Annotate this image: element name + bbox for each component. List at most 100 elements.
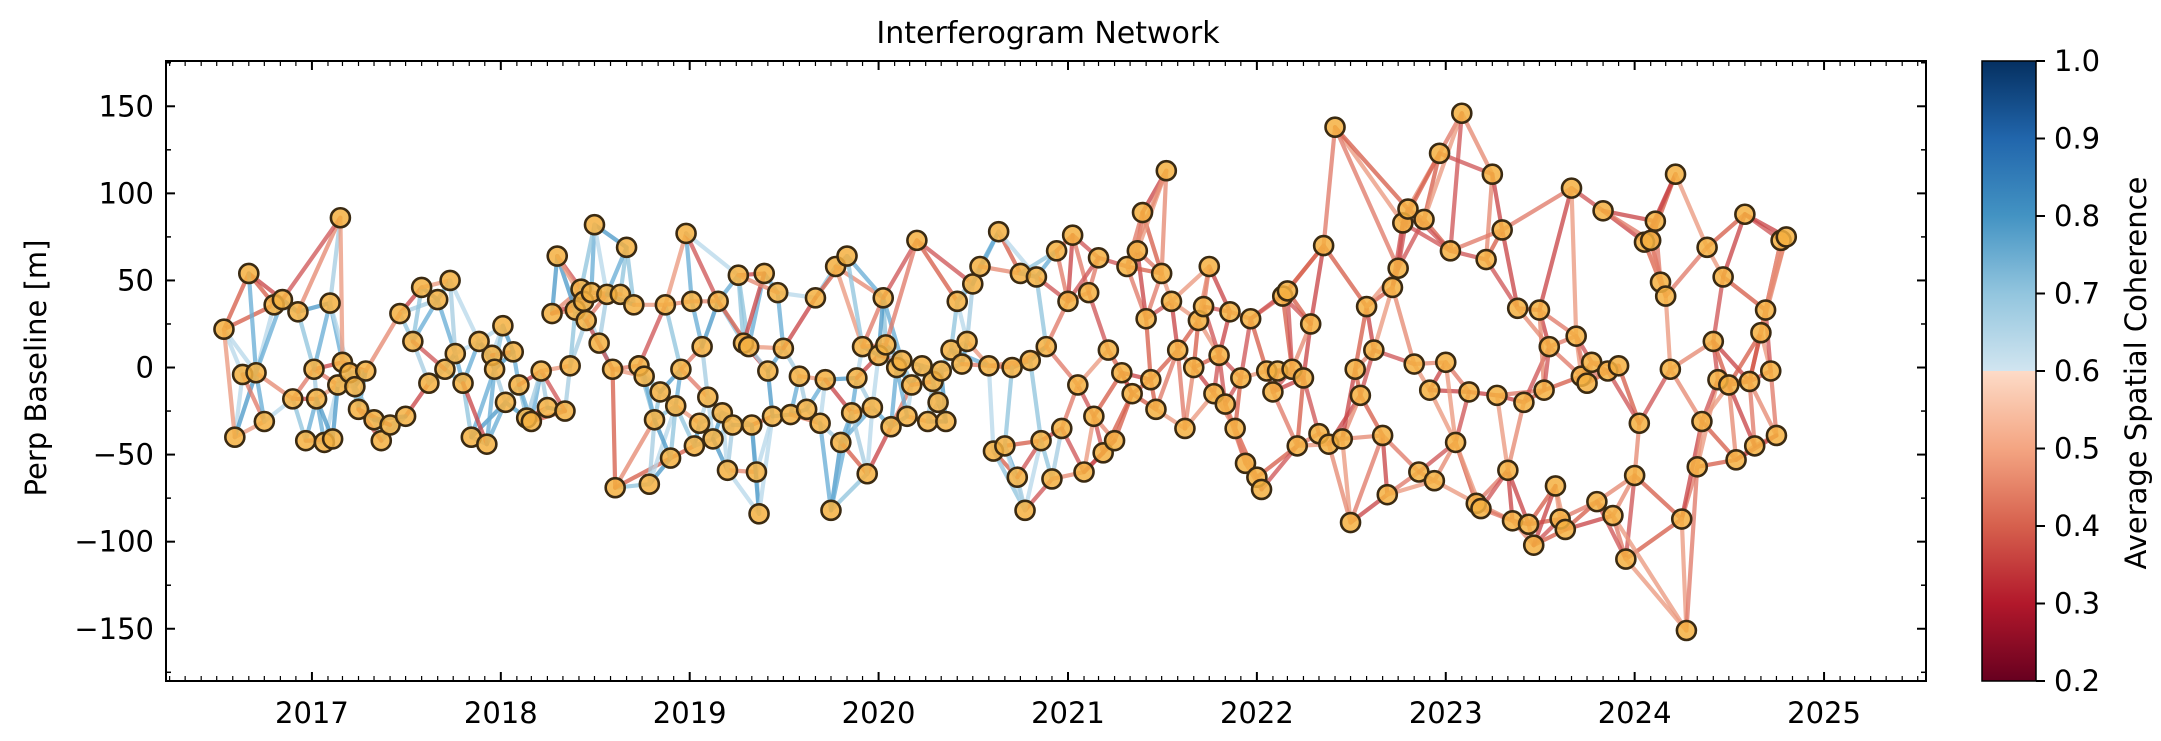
acquisition-node (1286, 435, 1309, 457)
acquisition-node (1160, 290, 1183, 313)
acquisition-node (1045, 240, 1068, 262)
acquisition-node (1513, 391, 1535, 414)
acquisition-node (741, 414, 763, 436)
acquisition-node (1675, 619, 1698, 642)
network-edge (833, 264, 865, 349)
network-edge (1321, 243, 1369, 309)
x-tick-label: 2022 (1220, 696, 1294, 730)
acquisition-node (753, 262, 776, 285)
acquisition-node (951, 353, 973, 375)
acquisition-node (1344, 358, 1367, 381)
acquisition-node (916, 410, 939, 433)
acquisition-node (1077, 281, 1100, 304)
acquisition-node (697, 386, 719, 408)
acquisition-node (814, 368, 837, 391)
colorbar-tick-label: 1.0 (2054, 44, 2100, 78)
acquisition-node (761, 405, 784, 428)
acquisition-node (935, 410, 957, 433)
acquisition-node (402, 330, 424, 353)
acquisition-node (875, 334, 897, 356)
acquisition-node (271, 288, 294, 311)
acquisition-node (638, 473, 661, 496)
acquisition-node (1654, 285, 1677, 307)
network-edge (1726, 382, 1757, 448)
acquisition-node (1262, 381, 1284, 403)
x-tick-label: 2020 (842, 696, 916, 730)
acquisition-node (1041, 468, 1063, 490)
acquisition-node (1491, 219, 1513, 241)
acquisition-node (670, 358, 692, 381)
network-edge (914, 238, 960, 304)
acquisition-node (891, 349, 913, 372)
acquisition-node (969, 255, 991, 278)
acquisition-node (721, 414, 744, 436)
acquisition-node (253, 410, 276, 433)
acquisition-node (846, 367, 868, 389)
acquisition-node (1418, 379, 1441, 401)
acquisition-node (1702, 330, 1725, 353)
acquisition-node (1623, 464, 1646, 487)
network-edge (610, 367, 618, 490)
network-edge (295, 215, 343, 314)
acquisition-node (911, 354, 933, 377)
network-edge (1443, 360, 1458, 445)
colorbar-tick-label: 0.6 (2054, 354, 2100, 388)
acquisition-node (788, 365, 811, 388)
acquisition-node (1533, 379, 1555, 401)
network-edge (1721, 212, 1747, 280)
acquisition-node (1718, 374, 1740, 396)
acquisition-node (1371, 424, 1394, 447)
acquisition-node (1292, 367, 1315, 389)
network-edge (1332, 125, 1405, 226)
acquisition-node (224, 426, 246, 448)
acquisition-node (623, 294, 645, 316)
acquisition-node (1166, 339, 1189, 361)
acquisition-node (1126, 240, 1149, 262)
acquisition-node (856, 462, 879, 485)
acquisition-node (1576, 372, 1598, 394)
network-edge (338, 215, 345, 365)
acquisition-node (1182, 356, 1205, 379)
network-edge (844, 253, 865, 349)
acquisition-node (1363, 339, 1385, 361)
acquisition-node (1116, 255, 1138, 278)
acquisition-node (502, 341, 525, 363)
acquisition-node (559, 354, 581, 377)
acquisition-node (1381, 276, 1404, 299)
acquisition-node (1234, 452, 1257, 475)
x-tick-label: 2025 (1787, 696, 1861, 730)
acquisition-node (1528, 299, 1551, 321)
network-edge (1002, 365, 1015, 448)
acquisition-node (851, 335, 874, 358)
acquisition-node (1103, 429, 1126, 452)
acquisition-node (541, 302, 563, 325)
network-edge (1175, 348, 1188, 431)
x-tick-label: 2024 (1598, 696, 1672, 730)
acquisition-node (1691, 410, 1713, 433)
y-tick-label: −100 (74, 525, 154, 559)
acquisition-node (900, 374, 923, 396)
acquisition-node (1644, 210, 1667, 233)
acquisition-node (1061, 224, 1084, 246)
acquisition-node (880, 415, 902, 438)
colorbar-tick-label: 0.7 (2054, 277, 2100, 311)
acquisition-node (546, 245, 569, 267)
acquisition-node (1057, 290, 1079, 313)
network-edge (280, 215, 343, 302)
network-edge (246, 271, 259, 375)
acquisition-node (1403, 353, 1425, 375)
network-edge (1295, 375, 1306, 448)
acquisition-node (1025, 266, 1048, 288)
acquisition-node (329, 206, 352, 229)
acquisition-node (654, 294, 677, 316)
acquisition-node (394, 405, 417, 428)
acquisition-node (1087, 246, 1110, 269)
acquisition-node (757, 360, 779, 382)
acquisition-node (1750, 321, 1772, 344)
acquisition-node (1470, 497, 1492, 520)
acquisition-node (1517, 513, 1540, 536)
acquisition-node (1696, 236, 1718, 259)
acquisition-node (1299, 313, 1322, 335)
network-edge (1500, 186, 1574, 233)
acquisition-node (1664, 163, 1687, 186)
